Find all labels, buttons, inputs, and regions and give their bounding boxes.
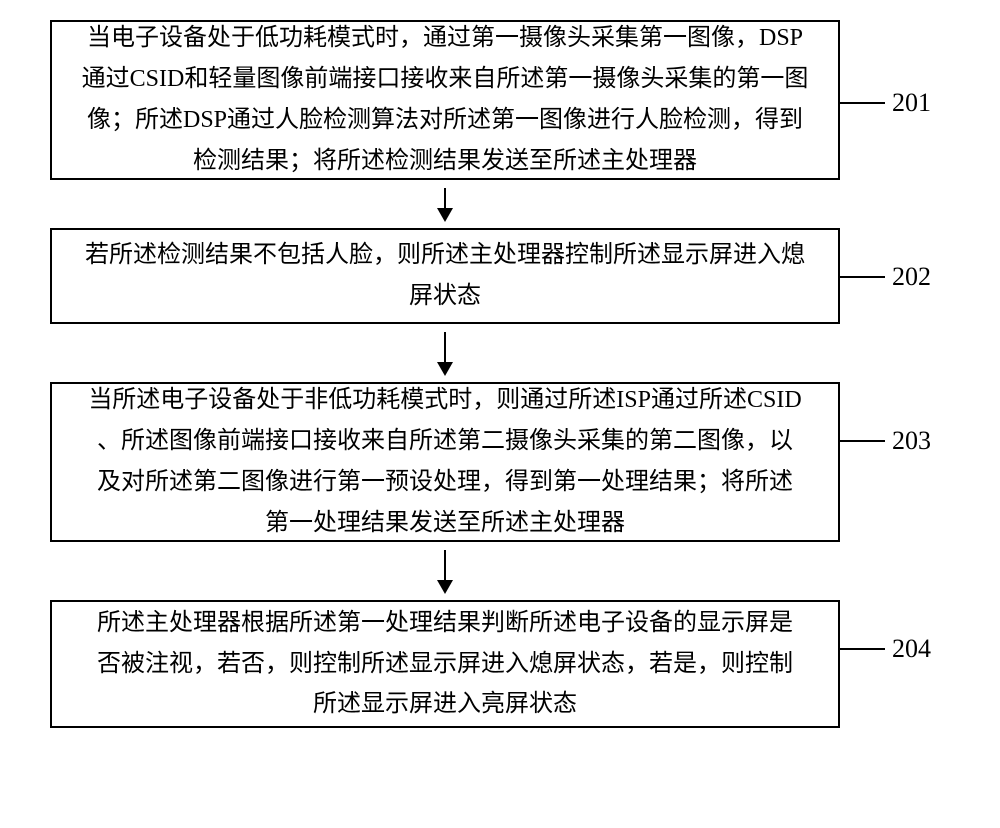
step-text-line: 及对所述第二图像进行第一预设处理，得到第一处理结果；将所述 <box>97 462 793 503</box>
arrow-3-4 <box>50 542 840 600</box>
flow-step-204: 所述主处理器根据所述第一处理结果判断所述电子设备的显示屏是 否被注视，若否，则控… <box>50 600 840 728</box>
step-text-line: 第一处理结果发送至所述主处理器 <box>265 503 625 544</box>
connector-202 <box>840 276 885 278</box>
step-text-line: 通过CSID和轻量图像前端接口接收来自所述第一摄像头采集的第一图 <box>82 59 809 100</box>
connector-203 <box>840 440 885 442</box>
step-text-line: 当电子设备处于低功耗模式时，通过第一摄像头采集第一图像，DSP <box>87 18 803 59</box>
flowchart-container: 当电子设备处于低功耗模式时，通过第一摄像头采集第一图像，DSP 通过CSID和轻… <box>50 20 950 728</box>
step-text-line: 屏状态 <box>409 276 481 317</box>
step-text-line: 像；所述DSP通过人脸检测算法对所述第一图像进行人脸检测，得到 <box>87 100 803 141</box>
flow-step-202: 若所述检测结果不包括人脸，则所述主处理器控制所述显示屏进入熄 屏状态 <box>50 228 840 324</box>
step-label-202: 202 <box>892 262 931 292</box>
step-text-line: 当所述电子设备处于非低功耗模式时，则通过所述ISP通过所述CSID <box>88 380 801 421</box>
step-text-line: 否被注视，若否，则控制所述显示屏进入熄屏状态，若是，则控制 <box>97 644 793 685</box>
step-text-line: 所述主处理器根据所述第一处理结果判断所述电子设备的显示屏是 <box>97 603 793 644</box>
flow-step-201: 当电子设备处于低功耗模式时，通过第一摄像头采集第一图像，DSP 通过CSID和轻… <box>50 20 840 180</box>
arrow-2-3 <box>50 324 840 382</box>
step-label-203: 203 <box>892 426 931 456</box>
connector-204 <box>840 648 885 650</box>
step-text-line: 所述显示屏进入亮屏状态 <box>313 684 577 725</box>
step-text-line: 若所述检测结果不包括人脸，则所述主处理器控制所述显示屏进入熄 <box>85 235 805 276</box>
step-label-201: 201 <box>892 88 931 118</box>
flow-step-203: 当所述电子设备处于非低功耗模式时，则通过所述ISP通过所述CSID 、所述图像前… <box>50 382 840 542</box>
connector-201 <box>840 102 885 104</box>
step-label-204: 204 <box>892 634 931 664</box>
step-text-line: 、所述图像前端接口接收来自所述第二摄像头采集的第二图像，以 <box>97 421 793 462</box>
step-text-line: 检测结果；将所述检测结果发送至所述主处理器 <box>193 141 697 182</box>
arrow-1-2 <box>50 180 840 228</box>
